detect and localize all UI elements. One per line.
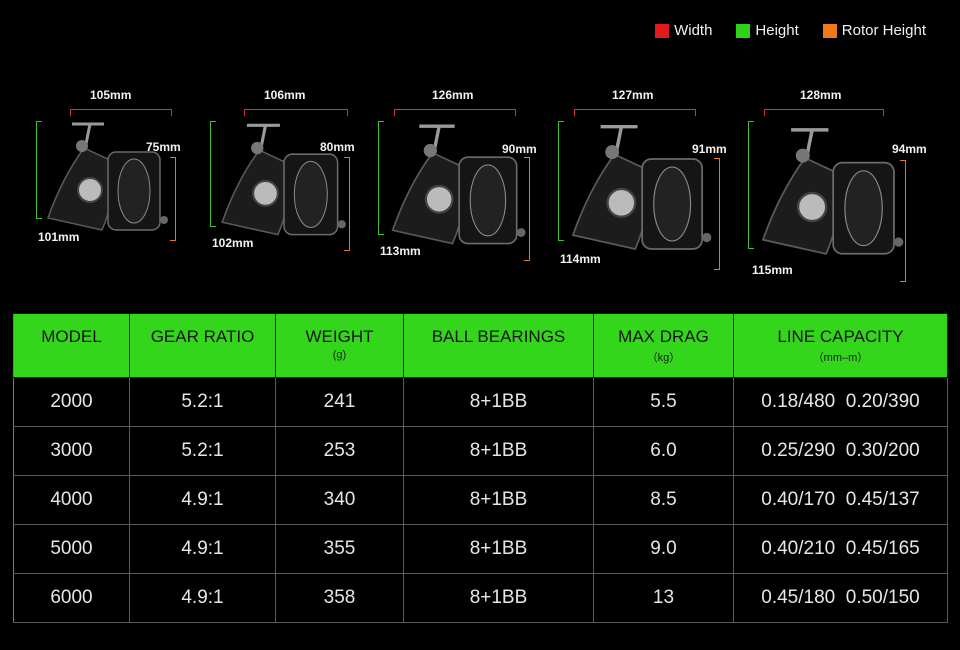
header-ball-bearings: BALL BEARINGS bbox=[403, 313, 594, 378]
width-bracket bbox=[574, 109, 696, 116]
table-row: 4000 4.9:1 340 8+1BB 8.5 0.40/170 0.45/1… bbox=[13, 475, 948, 525]
table-row: 3000 5.2:1 253 8+1BB 6.0 0.25/290 0.30/2… bbox=[13, 426, 948, 476]
cell-weight: 355 bbox=[275, 524, 404, 574]
cell-weight: 340 bbox=[275, 475, 404, 525]
reel-6000: 128mm 94mm 115mm bbox=[746, 84, 946, 294]
spinning-reel-icon bbox=[761, 128, 904, 255]
cell-model: 5000 bbox=[13, 524, 130, 574]
height-label: 113mm bbox=[380, 244, 421, 258]
rotor-height-bracket bbox=[714, 158, 720, 270]
spinning-reel-icon bbox=[47, 122, 168, 231]
width-bracket bbox=[244, 109, 348, 116]
cell-gear-ratio: 4.9:1 bbox=[129, 475, 276, 525]
height-label: 102mm bbox=[212, 236, 254, 250]
header-line-capacity: LINE CAPACITY （mm–m） bbox=[733, 313, 948, 378]
width-label: 127mm bbox=[612, 88, 654, 102]
width-label: 126mm bbox=[432, 88, 474, 102]
cell-model: 2000 bbox=[13, 377, 130, 427]
cell-model: 4000 bbox=[13, 475, 130, 525]
specification-table: MODEL GEAR RATIO WEIGHT (g) BALL BEARINGS… bbox=[13, 313, 948, 623]
cell-max-drag: 5.5 bbox=[593, 377, 734, 427]
cell-ball-bearings: 8+1BB bbox=[403, 524, 594, 574]
cell-gear-ratio: 5.2:1 bbox=[129, 426, 276, 476]
rotor-height-label: 90mm bbox=[502, 142, 537, 156]
dimension-legend: Width Height Rotor Height bbox=[655, 22, 926, 39]
cell-ball-bearings: 8+1BB bbox=[403, 475, 594, 525]
rotor-height-bracket bbox=[170, 157, 176, 241]
cell-ball-bearings: 8+1BB bbox=[403, 377, 594, 427]
legend-label-height: Height bbox=[755, 22, 799, 39]
cell-gear-ratio: 5.2:1 bbox=[129, 377, 276, 427]
cell-ball-bearings: 8+1BB bbox=[403, 426, 594, 476]
cell-max-drag: 8.5 bbox=[593, 475, 734, 525]
rotor-height-label: 80mm bbox=[320, 140, 355, 154]
height-swatch bbox=[736, 23, 751, 38]
height-label: 114mm bbox=[560, 252, 601, 266]
header-gear-ratio: GEAR RATIO bbox=[129, 313, 276, 378]
cell-ball-bearings: 8+1BB bbox=[403, 573, 594, 623]
table-row: 6000 4.9:1 358 8+1BB 13 0.45/180 0.50/15… bbox=[13, 573, 948, 623]
height-bracket bbox=[36, 121, 42, 219]
cell-max-drag: 9.0 bbox=[593, 524, 734, 574]
cell-weight: 358 bbox=[275, 573, 404, 623]
rotor-height-bracket bbox=[900, 160, 906, 282]
table-header-row: MODEL GEAR RATIO WEIGHT (g) BALL BEARINGS… bbox=[13, 313, 948, 378]
cell-max-drag: 13 bbox=[593, 573, 734, 623]
spinning-reel-icon bbox=[571, 124, 712, 250]
rotor-height-bracket bbox=[524, 157, 530, 261]
legend-item-rotor-height: Rotor Height bbox=[822, 22, 926, 39]
reel-3000: 106mm 80mm 102mm bbox=[208, 84, 378, 284]
height-bracket bbox=[378, 121, 384, 235]
width-label: 105mm bbox=[90, 88, 132, 102]
cell-weight: 241 bbox=[275, 377, 404, 427]
header-model: MODEL bbox=[13, 313, 130, 378]
spinning-reel-icon bbox=[391, 124, 526, 245]
cell-gear-ratio: 4.9:1 bbox=[129, 524, 276, 574]
width-bracket bbox=[764, 109, 884, 116]
cell-line-capacity: 0.40/170 0.45/137 bbox=[733, 475, 948, 525]
rotor-height-label: 91mm bbox=[692, 142, 727, 156]
height-bracket bbox=[748, 121, 754, 249]
width-label: 128mm bbox=[800, 88, 842, 102]
legend-label-width: Width bbox=[674, 22, 713, 39]
header-max-drag: MAX DRAG （kg） bbox=[593, 313, 734, 378]
width-label: 106mm bbox=[264, 88, 306, 102]
reel-5000: 127mm 91mm 114mm bbox=[556, 84, 736, 294]
cell-line-capacity: 0.25/290 0.30/200 bbox=[733, 426, 948, 476]
rotor-height-label: 75mm bbox=[146, 140, 181, 154]
cell-max-drag: 6.0 bbox=[593, 426, 734, 476]
height-bracket bbox=[210, 121, 216, 227]
cell-line-capacity: 0.18/480 0.20/390 bbox=[733, 377, 948, 427]
reel-2000: 105mm 75mm 101mm bbox=[34, 84, 194, 284]
height-bracket bbox=[558, 121, 564, 241]
table-row: 2000 5.2:1 241 8+1BB 5.5 0.18/480 0.20/3… bbox=[13, 377, 948, 427]
rotor-height-bracket bbox=[344, 157, 350, 251]
height-label: 115mm bbox=[752, 263, 793, 277]
spinning-reel-icon bbox=[221, 123, 346, 236]
legend-item-height: Height bbox=[736, 22, 799, 39]
cell-weight: 253 bbox=[275, 426, 404, 476]
legend-label-rotor-height: Rotor Height bbox=[841, 22, 926, 39]
table-row: 5000 4.9:1 355 8+1BB 9.0 0.40/210 0.45/1… bbox=[13, 524, 948, 574]
reel-size-comparison: 105mm 75mm 101mm 106mm 80mm 102mm bbox=[0, 84, 960, 294]
width-bracket bbox=[394, 109, 516, 116]
rotor-height-label: 94mm bbox=[892, 142, 927, 156]
rotor-height-swatch bbox=[822, 23, 837, 38]
header-weight: WEIGHT (g) bbox=[275, 313, 404, 378]
reel-4000: 126mm 90mm 113mm bbox=[376, 84, 556, 294]
height-label: 101mm bbox=[38, 230, 80, 244]
cell-line-capacity: 0.45/180 0.50/150 bbox=[733, 573, 948, 623]
cell-line-capacity: 0.40/210 0.45/165 bbox=[733, 524, 948, 574]
header-weight-unit: (g) bbox=[332, 349, 347, 361]
header-line-capacity-unit: （mm–m） bbox=[812, 352, 869, 364]
cell-model: 3000 bbox=[13, 426, 130, 476]
cell-gear-ratio: 4.9:1 bbox=[129, 573, 276, 623]
header-max-drag-unit: （kg） bbox=[646, 352, 681, 364]
width-swatch bbox=[655, 23, 670, 38]
legend-item-width: Width bbox=[655, 22, 712, 39]
cell-model: 6000 bbox=[13, 573, 130, 623]
width-bracket bbox=[70, 109, 172, 116]
